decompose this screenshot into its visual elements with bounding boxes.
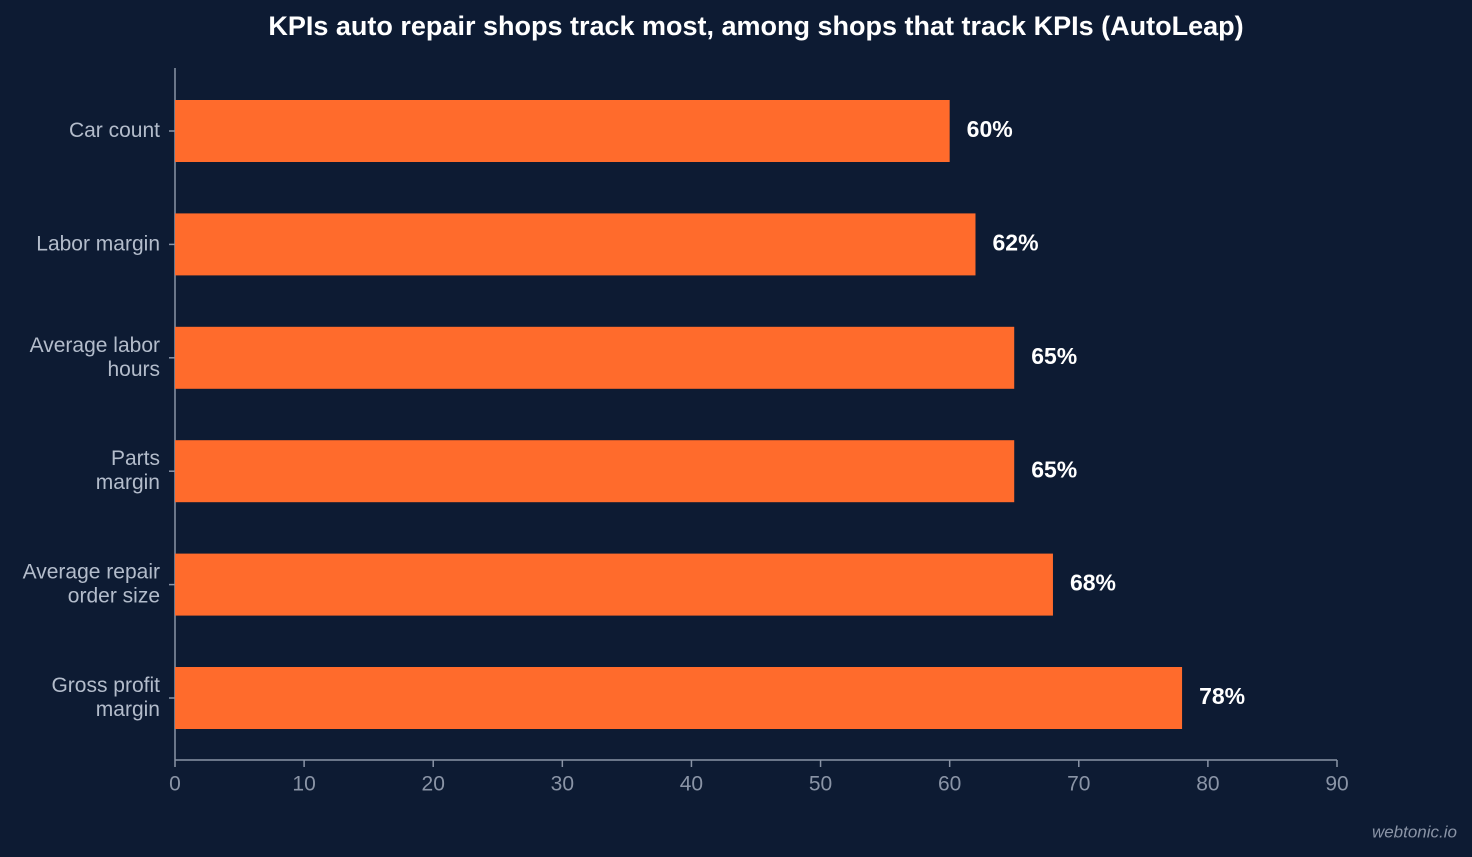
y-tick-label-line: Labor margin — [36, 232, 160, 255]
y-tick-label-line: margin — [96, 471, 160, 494]
y-tick-label-line: margin — [96, 698, 160, 721]
bar — [175, 100, 950, 162]
bar — [175, 213, 976, 276]
y-tick-label: Average labor hours — [30, 333, 160, 380]
bar — [175, 553, 1053, 616]
y-tick-label: Gross profit margin — [51, 674, 160, 721]
y-tick-label: Average repair order size — [23, 560, 160, 607]
y-tick-label: Parts margin — [96, 447, 160, 494]
watermark: webtonic.io — [1372, 822, 1457, 841]
value-label: 65% — [1031, 456, 1077, 482]
value-label: 65% — [1031, 343, 1077, 369]
y-tick-label-line: order size — [68, 584, 160, 607]
x-tick-label: 80 — [1196, 773, 1219, 796]
x-tick-label: 60 — [938, 773, 961, 796]
y-tick-label-line: Average labor — [30, 333, 160, 356]
y-tick-label-line: Parts — [111, 447, 160, 470]
x-tick-label: 10 — [292, 773, 315, 796]
x-tick-label: 20 — [422, 773, 445, 796]
y-tick-label: Labor margin — [36, 232, 160, 255]
value-label: 60% — [967, 116, 1013, 142]
bar — [175, 326, 1015, 389]
y-tick-label-line: Average repair — [23, 560, 160, 583]
x-tick-label: 30 — [551, 773, 574, 796]
y-tick-label-line: hours — [107, 357, 160, 380]
y-tick-label: Car count — [69, 119, 160, 142]
x-tick-label: 0 — [169, 773, 181, 796]
value-label: 68% — [1070, 570, 1116, 596]
value-label: 78% — [1199, 683, 1245, 709]
x-tick-label: 70 — [1067, 773, 1090, 796]
chart-title: KPIs auto repair shops track most, among… — [268, 11, 1243, 41]
x-tick-label: 40 — [680, 773, 703, 796]
bar — [175, 667, 1183, 729]
value-label: 62% — [992, 229, 1038, 255]
x-tick-label: 90 — [1325, 773, 1348, 796]
y-tick-label-line: Gross profit — [51, 674, 160, 697]
y-tick-label-line: Car count — [69, 119, 160, 142]
bar — [175, 440, 1015, 503]
x-tick-label: 50 — [809, 773, 832, 796]
